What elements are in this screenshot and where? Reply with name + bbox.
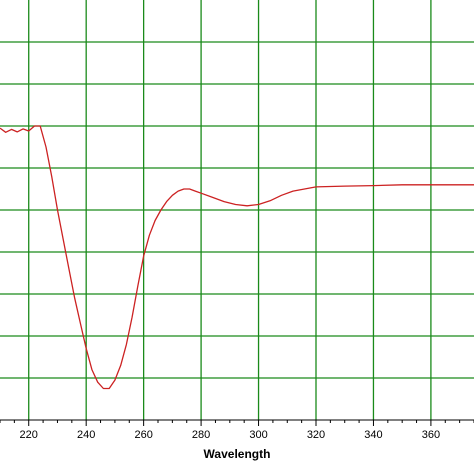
x-tick-label-2: 260 <box>134 429 152 441</box>
x-tick-label-6: 340 <box>364 429 382 441</box>
horizontal-gridlines <box>0 41 474 379</box>
x-tick-label-7: 360 <box>422 429 440 441</box>
x-tick-labels: 220 240 260 280 300 320 340 360 <box>20 429 441 441</box>
series-line <box>0 125 474 390</box>
x-axis-title: Wavelength <box>204 447 271 461</box>
x-tick-label-0: 220 <box>20 429 38 441</box>
x-tick-marks <box>0 420 474 426</box>
x-tick-label-5: 320 <box>307 429 325 441</box>
x-tick-label-4: 300 <box>249 429 267 441</box>
x-tick-label-1: 240 <box>77 429 95 441</box>
x-tick-label-3: 280 <box>192 429 210 441</box>
